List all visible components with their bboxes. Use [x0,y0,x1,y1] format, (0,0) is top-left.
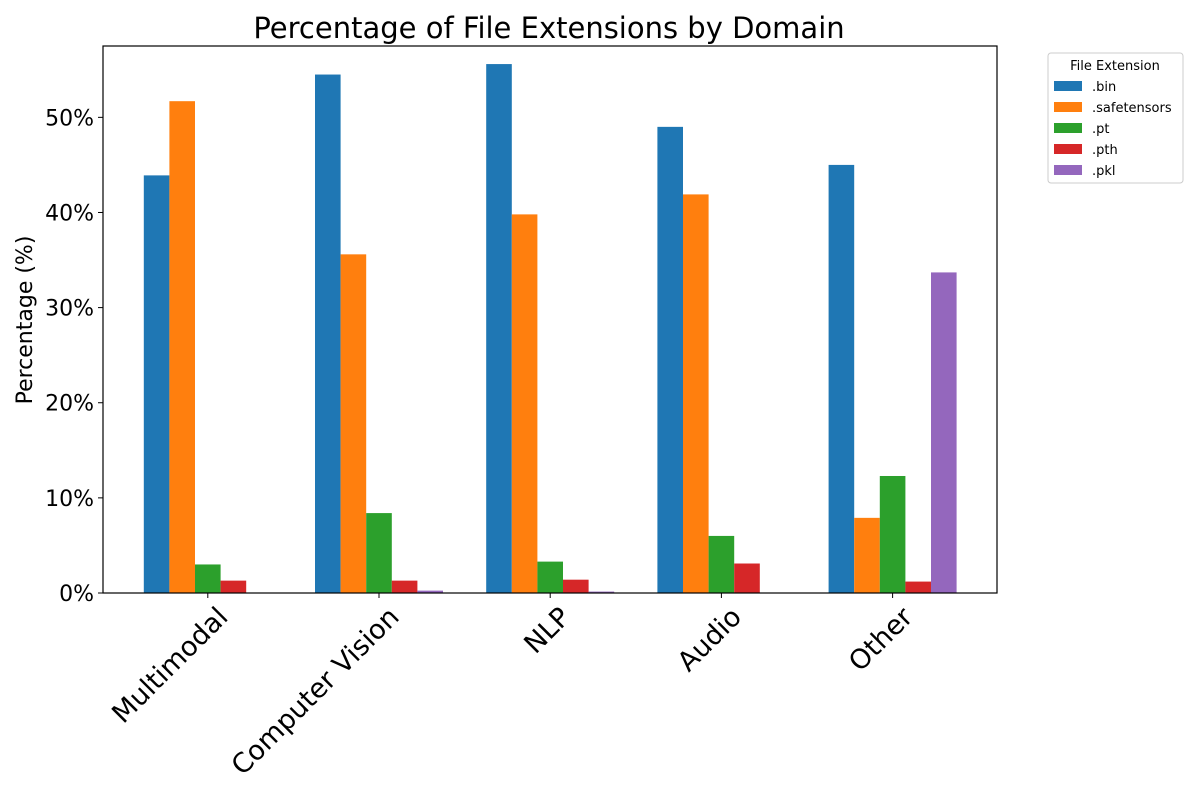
legend: File Extension .bin .safetensors .pt .pth .p… [1047,52,1184,184]
x-tick-label: Computer Vision [226,602,406,782]
y-tick-label: 30% [45,297,94,322]
bar-bin-other [828,164,855,593]
bar-pkl-other [931,272,957,593]
y-tick-label: 10% [45,487,94,512]
legend-title: File Extension [1070,59,1160,74]
bar-bin-computer-vision [315,74,341,594]
bar-pt-multimodal [195,564,221,593]
bar-safetensors-computer-vision [340,254,367,593]
legend-label: .pt [1092,122,1109,137]
plot-frame [102,45,998,594]
bar-pth-nlp [563,579,589,593]
bar-pt-nlp [537,561,563,593]
bar-pth-audio [734,563,760,593]
y-axis-label: Percentage (%) [13,236,38,405]
bar-safetensors-other [854,517,880,593]
legend-swatch [1054,102,1082,112]
x-tick-label: Other [843,601,920,678]
y-tick-label: 50% [45,106,94,131]
bar-pkl-computer-vision [417,590,443,593]
x-tick-label: NLP [518,602,576,660]
bar-pt-other [879,475,906,593]
bar-pt-computer-vision [366,513,392,593]
bar-safetensors-nlp [511,214,538,593]
y-axis: 0% 10% 20% 30% 40% 50% [45,106,103,607]
bar-safetensors-audio [683,194,709,593]
x-tick-label: Multimodal [106,602,234,730]
bar-bin-audio [657,126,683,594]
y-tick-label: 40% [45,201,94,226]
chart-title: Percentage of File Extensions by Domain [253,11,844,45]
legend-label: .safetensors [1092,101,1172,116]
legend-swatch [1054,123,1082,133]
legend-swatch [1054,81,1082,91]
x-tick-label: Audio [672,602,748,678]
bar-pth-multimodal [220,580,247,593]
bar-pth-other [905,581,931,593]
legend-swatch [1054,144,1082,154]
bar-pkl-nlp [588,591,615,593]
y-tick-label: 0% [59,582,94,607]
bar-pt-audio [708,535,735,593]
legend-label: .pkl [1092,164,1116,179]
legend-swatch [1054,165,1082,175]
bars-group [143,64,957,594]
legend-label: .bin [1092,80,1116,95]
y-tick-label: 20% [45,392,94,417]
bar-safetensors-multimodal [169,101,195,594]
legend-label: .pth [1092,143,1118,158]
bar-bin-nlp [486,64,512,593]
bar-pth-computer-vision [391,580,418,593]
bar-bin-multimodal [143,175,170,593]
